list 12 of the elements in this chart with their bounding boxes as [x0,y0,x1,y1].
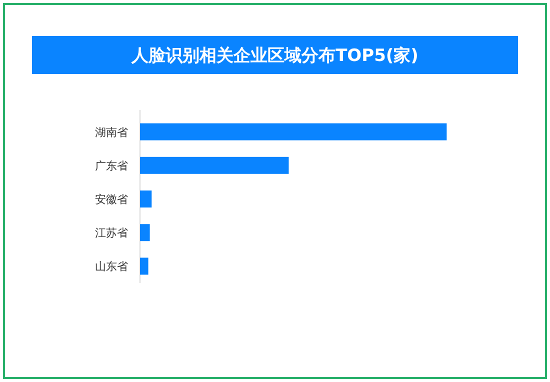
y-tick-label: 山东省 [95,260,128,274]
bar [140,190,152,208]
bar [140,123,447,140]
title: 人脸识别相关企业区域分布TOP5(家) [32,36,518,74]
bar [140,258,148,275]
y-tick-label: 安徽省 [95,193,128,206]
chart-title: 人脸识别相关企业区域分布TOP5(家) [130,46,418,66]
y-tick-label: 广东省 [95,159,128,172]
bar [140,156,289,174]
bar [140,224,150,242]
y-tick-label: 湖南省 [95,126,128,139]
y-tick-label: 江苏省 [95,226,128,240]
